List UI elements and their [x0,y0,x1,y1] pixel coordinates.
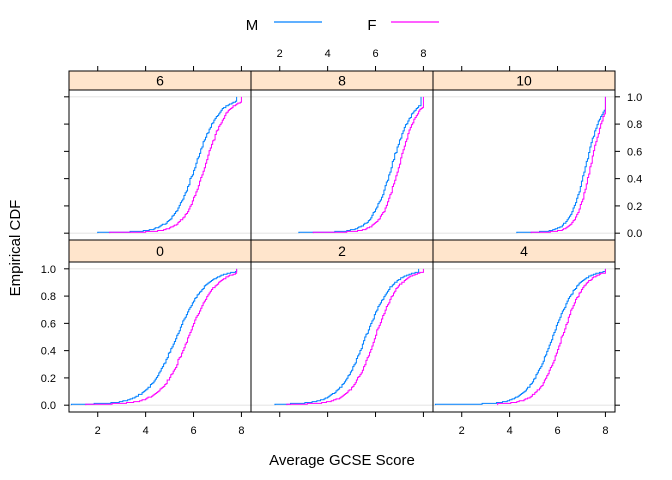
strip-label-8: 8 [338,73,346,89]
y-tick-label: 0.0 [627,228,642,240]
x-axis-title: Average GCSE Score [269,452,415,469]
panel-2: 2 [250,239,434,413]
y-tick-label: 0.4 [627,174,642,186]
legend-label-f: F [367,17,376,34]
x-tick-label: 6 [190,425,196,437]
ecdf-series-f-panel-2 [286,268,424,406]
y-tick-label: 0.2 [627,201,642,213]
panel-border [432,261,616,413]
ecdf-series-f-panel-10 [530,96,606,234]
ecdf-series-m-panel-6 [97,96,238,234]
strip-label-6: 6 [156,73,164,89]
y-tick-label: 1.0 [41,264,56,276]
ecdf-series-m-panel-0 [70,268,238,406]
panel-0: 0 [68,239,252,413]
ecdf-series-m-panel-2 [274,268,420,406]
x-tick-label: 2 [277,48,283,60]
ecdf-series-f-panel-8 [312,96,424,234]
panel-border [250,261,434,413]
x-tick-label: 4 [143,425,149,437]
x-tick-label: 8 [238,425,244,437]
axes: 2 4 6 8 2 4 6 8 2 4 6 8 0.0 0.2 0.4 0.6 0.8 1.0 0.0 0.2 0.4 0… [41,48,643,437]
y-tick-label: 0.6 [627,146,642,158]
y-axis-title: Empirical CDF [7,200,24,297]
x-tick-label: 2 [459,425,465,437]
ecdf-series-m-panel-10 [516,96,606,234]
panel-10: 10 [432,70,616,241]
ecdf-series-f-panel-0 [85,268,238,406]
y-tick-label: 1.0 [627,92,642,104]
legend: M F [246,17,439,34]
strip-label-2: 2 [338,243,346,259]
ecdf-series-f-panel-6 [109,96,242,234]
y-tick-label: 0.2 [41,373,56,385]
x-tick-label: 8 [420,48,426,60]
x-tick-label: 4 [507,425,513,437]
x-tick-label: 6 [554,425,560,437]
ecdf-series-f-panel-4 [497,268,606,406]
ecdf-series-m-panel-8 [298,96,422,234]
y-tick-label: 0.4 [41,346,56,358]
y-tick-label: 0.8 [627,119,642,131]
panel-border [250,89,434,241]
y-tick-label: 0.0 [41,400,56,412]
legend-label-m: M [246,17,259,34]
panels: 6 8 10 0 2 4 [68,70,616,413]
x-tick-label: 2 [95,425,101,437]
x-tick-label: 6 [372,48,378,60]
panel-6: 6 [68,70,252,241]
strip-label-4: 4 [520,243,528,259]
x-tick-label: 8 [602,425,608,437]
strip-label-10: 10 [516,73,532,89]
y-tick-label: 0.6 [41,318,56,330]
panel-4: 4 [432,239,616,413]
panel-border [432,89,616,241]
x-tick-label: 4 [325,48,331,60]
strip-label-0: 0 [156,243,164,259]
ecdf-series-m-panel-4 [434,268,606,406]
panel-8: 8 [250,70,434,241]
panel-border [68,89,252,241]
y-tick-label: 0.8 [41,291,56,303]
